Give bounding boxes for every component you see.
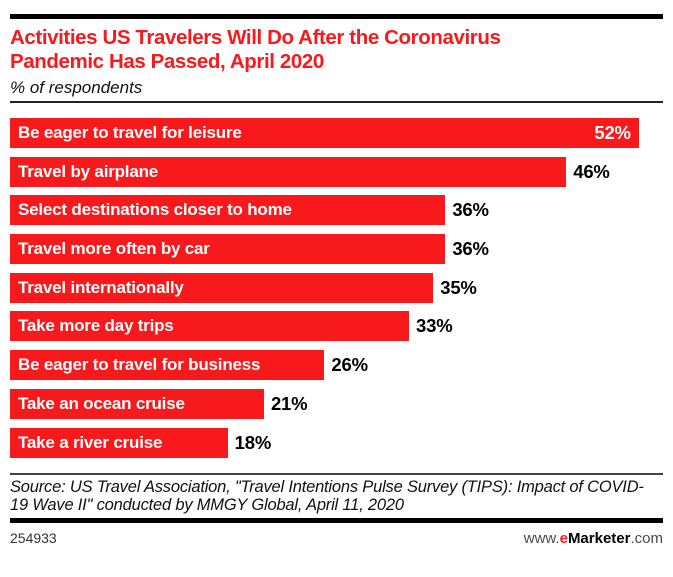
bar-value: 26% [331,354,368,376]
bar: Take a river cruise [10,427,228,458]
chart-subtitle: % of respondents [10,78,143,97]
bar-row: Take an ocean cruise 21% [10,388,663,419]
bar: Be eager to travel for leisure 52% [10,118,639,148]
bar-row: Travel by airplane 46% [10,156,663,187]
logo-com: .com [630,529,663,547]
bar-value: 21% [270,392,308,414]
bar-label: Take a river cruise [18,432,163,452]
bar-label: Travel more often by car [18,239,210,259]
bar: Travel by airplane [10,156,567,187]
bar-chart: Be eager to travel for leisure 52% Travel … [10,118,663,458]
bar-value: 52% [594,122,631,143]
chart-title-line-1: Activities US Travelers Will Do After th… [10,26,501,49]
chart-page: Activities US Travelers Will Do After th… [0,14,673,577]
bar-value: 46% [573,160,610,182]
source-text: Source: US Travel Association, "Travel I… [10,477,644,514]
bar: Travel internationally [10,272,434,303]
bar-value: 36% [452,199,489,221]
header-divider [10,101,663,103]
bar-row: Select destinations closer to home 36% [10,195,663,226]
bar-row: Be eager to travel for business 26% [10,350,663,381]
logo-e: e [559,529,568,547]
bar-label: Take an ocean cruise [18,393,185,413]
emarketer-logo: www.eMarketer.com [524,530,663,547]
chart-id: 254933 [10,529,57,546]
bar-label: Be eager to travel for leisure [18,123,242,142]
chart-title: Activities US Travelers Will Do After th… [10,26,663,74]
bar-value: 35% [440,276,477,298]
bar: Travel more often by car [10,234,446,265]
bar: Select destinations closer to home [10,195,446,226]
bar-value: 36% [452,238,489,260]
top-divider [10,14,663,19]
bar: Take an ocean cruise [10,388,264,419]
bar-row: Be eager to travel for leisure 52% [10,118,663,148]
bar-label: Be eager to travel for business [18,355,261,375]
bar-label: Take more day trips [18,316,174,336]
bar-label: Travel by airplane [18,161,159,181]
bar: Be eager to travel for business [10,350,325,381]
logo-www: www. [523,529,560,547]
bar: Take more day trips [10,311,410,342]
bar-row: Travel more often by car 36% [10,234,663,265]
bar-value: 33% [416,315,453,337]
bar-label: Travel internationally [18,277,184,297]
bar-label: Select destinations closer to home [18,200,292,220]
source-divider [10,472,663,475]
bar-value: 18% [234,431,272,453]
bottom-divider [10,517,663,523]
bar-row: Take more day trips 33% [10,311,663,342]
chart-title-line-2: Pandemic Has Passed, April 2020 [10,50,324,73]
logo-marketer: Marketer [567,529,631,547]
footer-bar: 254933 www.eMarketer.com [10,530,663,547]
bar-row: Travel internationally 35% [10,272,663,303]
bar-row: Take a river cruise 18% [10,427,663,458]
